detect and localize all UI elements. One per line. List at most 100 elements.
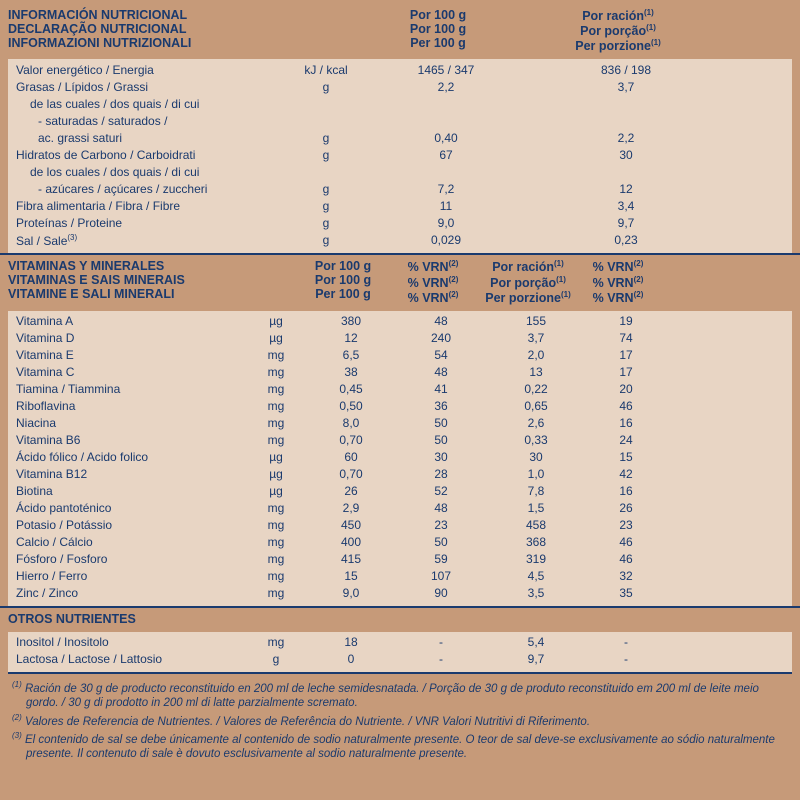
row-label: Vitamina E bbox=[16, 348, 246, 362]
row-unit bbox=[296, 97, 356, 111]
row-unit: mg bbox=[246, 399, 306, 413]
table-row: Potasio / Potássiomg4502345823 bbox=[8, 517, 792, 534]
row-label: Valor energético / Energia bbox=[16, 63, 296, 77]
table-row: Proteínas / Proteineg9,09,7 bbox=[8, 214, 792, 231]
val-vrn-rac: 26 bbox=[586, 501, 666, 515]
val-per100: 1465 / 347 bbox=[356, 63, 536, 77]
val-vrn-rac: 20 bbox=[586, 382, 666, 396]
val-vrn-rac: 15 bbox=[586, 450, 666, 464]
table-row: Vitamina Dµg122403,774 bbox=[8, 330, 792, 347]
val-per100: 0,70 bbox=[306, 467, 396, 481]
val-vrn-rac: 16 bbox=[586, 484, 666, 498]
val-racion bbox=[536, 165, 716, 179]
row-label: - azúcares / açúcares / zuccheri bbox=[16, 182, 296, 196]
table-row: de las cuales / dos quais / di cui bbox=[8, 95, 792, 112]
row-label: Biotina bbox=[16, 484, 246, 498]
header-title-line: VITAMINE E SALI MINERALI bbox=[8, 287, 238, 301]
val-vrn100: 30 bbox=[396, 450, 486, 464]
val-vrn100: 48 bbox=[396, 501, 486, 515]
val-racion: 368 bbox=[486, 535, 586, 549]
val-vrn100: 50 bbox=[396, 433, 486, 447]
val-vrn-rac: 46 bbox=[586, 535, 666, 549]
val-racion: 7,8 bbox=[486, 484, 586, 498]
row-label: Ácido pantoténico bbox=[16, 501, 246, 515]
val-vrn100: 240 bbox=[396, 331, 486, 345]
header-title-line: DECLARAÇÃO NUTRICIONAL bbox=[8, 22, 288, 36]
footnotes: (1) Ración de 30 g de producto reconstit… bbox=[0, 674, 800, 769]
row-unit: g bbox=[296, 233, 356, 248]
row-label: Vitamina B6 bbox=[16, 433, 246, 447]
table-row: Biotinaµg26527,816 bbox=[8, 483, 792, 500]
val-vrn100: 59 bbox=[396, 552, 486, 566]
val-vrn-rac: 42 bbox=[586, 467, 666, 481]
val-per100: 15 bbox=[306, 569, 396, 583]
val-vrn100: 28 bbox=[396, 467, 486, 481]
table-row: de los cuales / dos quais / di cui bbox=[8, 163, 792, 180]
val-vrn100: 23 bbox=[396, 518, 486, 532]
table-row: Fibra alimentaria / Fibra / Fibreg113,4 bbox=[8, 197, 792, 214]
val-per100 bbox=[356, 114, 536, 128]
val-racion: 3,5 bbox=[486, 586, 586, 600]
val-vrn-rac: - bbox=[586, 635, 666, 649]
val-racion: 458 bbox=[486, 518, 586, 532]
val-vrn-rac: 17 bbox=[586, 348, 666, 362]
header-title-line: VITAMINAS E SAIS MINERAIS bbox=[8, 273, 238, 287]
val-per100: 26 bbox=[306, 484, 396, 498]
row-label: Vitamina C bbox=[16, 365, 246, 379]
val-racion: 319 bbox=[486, 552, 586, 566]
row-unit: mg bbox=[246, 433, 306, 447]
row-unit: g bbox=[296, 131, 356, 145]
row-label: Vitamina B12 bbox=[16, 467, 246, 481]
val-per100: 7,2 bbox=[356, 182, 536, 196]
val-racion: 30 bbox=[536, 148, 716, 162]
col-racion: Por ración(1) bbox=[528, 8, 708, 23]
val-racion: 3,7 bbox=[536, 80, 716, 94]
row-unit: g bbox=[296, 80, 356, 94]
val-racion: 0,33 bbox=[486, 433, 586, 447]
val-per100: 0,50 bbox=[306, 399, 396, 413]
row-unit: µg bbox=[246, 450, 306, 464]
val-racion: 1,5 bbox=[486, 501, 586, 515]
val-per100: 400 bbox=[306, 535, 396, 549]
table-row: Inositol / Inositolomg18-5,4- bbox=[8, 634, 792, 651]
val-per100: 18 bbox=[306, 635, 396, 649]
val-per100: 0,029 bbox=[356, 233, 536, 248]
row-label: Vitamina D bbox=[16, 331, 246, 345]
val-vrn100: 48 bbox=[396, 365, 486, 379]
table-row: Fósforo / Fosforomg4155931946 bbox=[8, 551, 792, 568]
table-row: Vitamina B6mg0,70500,3324 bbox=[8, 432, 792, 449]
col-racion: Per porzione(1) bbox=[528, 38, 708, 53]
table-row: Tiamina / Tiamminamg0,45410,2220 bbox=[8, 381, 792, 398]
row-unit: g bbox=[296, 182, 356, 196]
table-row: Ácido pantoténicomg2,9481,526 bbox=[8, 500, 792, 517]
table-row: Calcio / Cálciomg4005036846 bbox=[8, 534, 792, 551]
val-vrn-rac: 24 bbox=[586, 433, 666, 447]
row-label: Proteínas / Proteine bbox=[16, 216, 296, 230]
row-unit: kJ / kcal bbox=[296, 63, 356, 77]
val-vrn-rac: 32 bbox=[586, 569, 666, 583]
table-row: Vitamina Emg6,5542,017 bbox=[8, 347, 792, 364]
row-label: Inositol / Inositolo bbox=[16, 635, 246, 649]
val-racion: 5,4 bbox=[486, 635, 586, 649]
table-row: Hierro / Ferromg151074,532 bbox=[8, 568, 792, 585]
val-per100: 380 bbox=[306, 314, 396, 328]
val-per100: 8,0 bbox=[306, 416, 396, 430]
row-label: de las cuales / dos quais / di cui bbox=[16, 97, 296, 111]
table-row: Vitamina Aµg3804815519 bbox=[8, 313, 792, 330]
row-label: Calcio / Cálcio bbox=[16, 535, 246, 549]
val-vrn100: 52 bbox=[396, 484, 486, 498]
table-row: Grasas / Lípidos / Grassig2,23,7 bbox=[8, 78, 792, 95]
val-vrn-rac: 46 bbox=[586, 552, 666, 566]
row-unit: mg bbox=[246, 552, 306, 566]
row-unit: mg bbox=[246, 635, 306, 649]
col-racion: Por porção(1) bbox=[528, 23, 708, 38]
val-per100: 2,2 bbox=[356, 80, 536, 94]
val-per100: 415 bbox=[306, 552, 396, 566]
val-per100: 450 bbox=[306, 518, 396, 532]
other-nutrients-body: Inositol / Inositolomg18-5,4-Lactosa / L… bbox=[8, 632, 792, 674]
val-racion: 836 / 198 bbox=[536, 63, 716, 77]
val-per100: 0 bbox=[306, 652, 396, 666]
row-unit: mg bbox=[246, 382, 306, 396]
val-per100 bbox=[356, 165, 536, 179]
row-unit bbox=[296, 165, 356, 179]
